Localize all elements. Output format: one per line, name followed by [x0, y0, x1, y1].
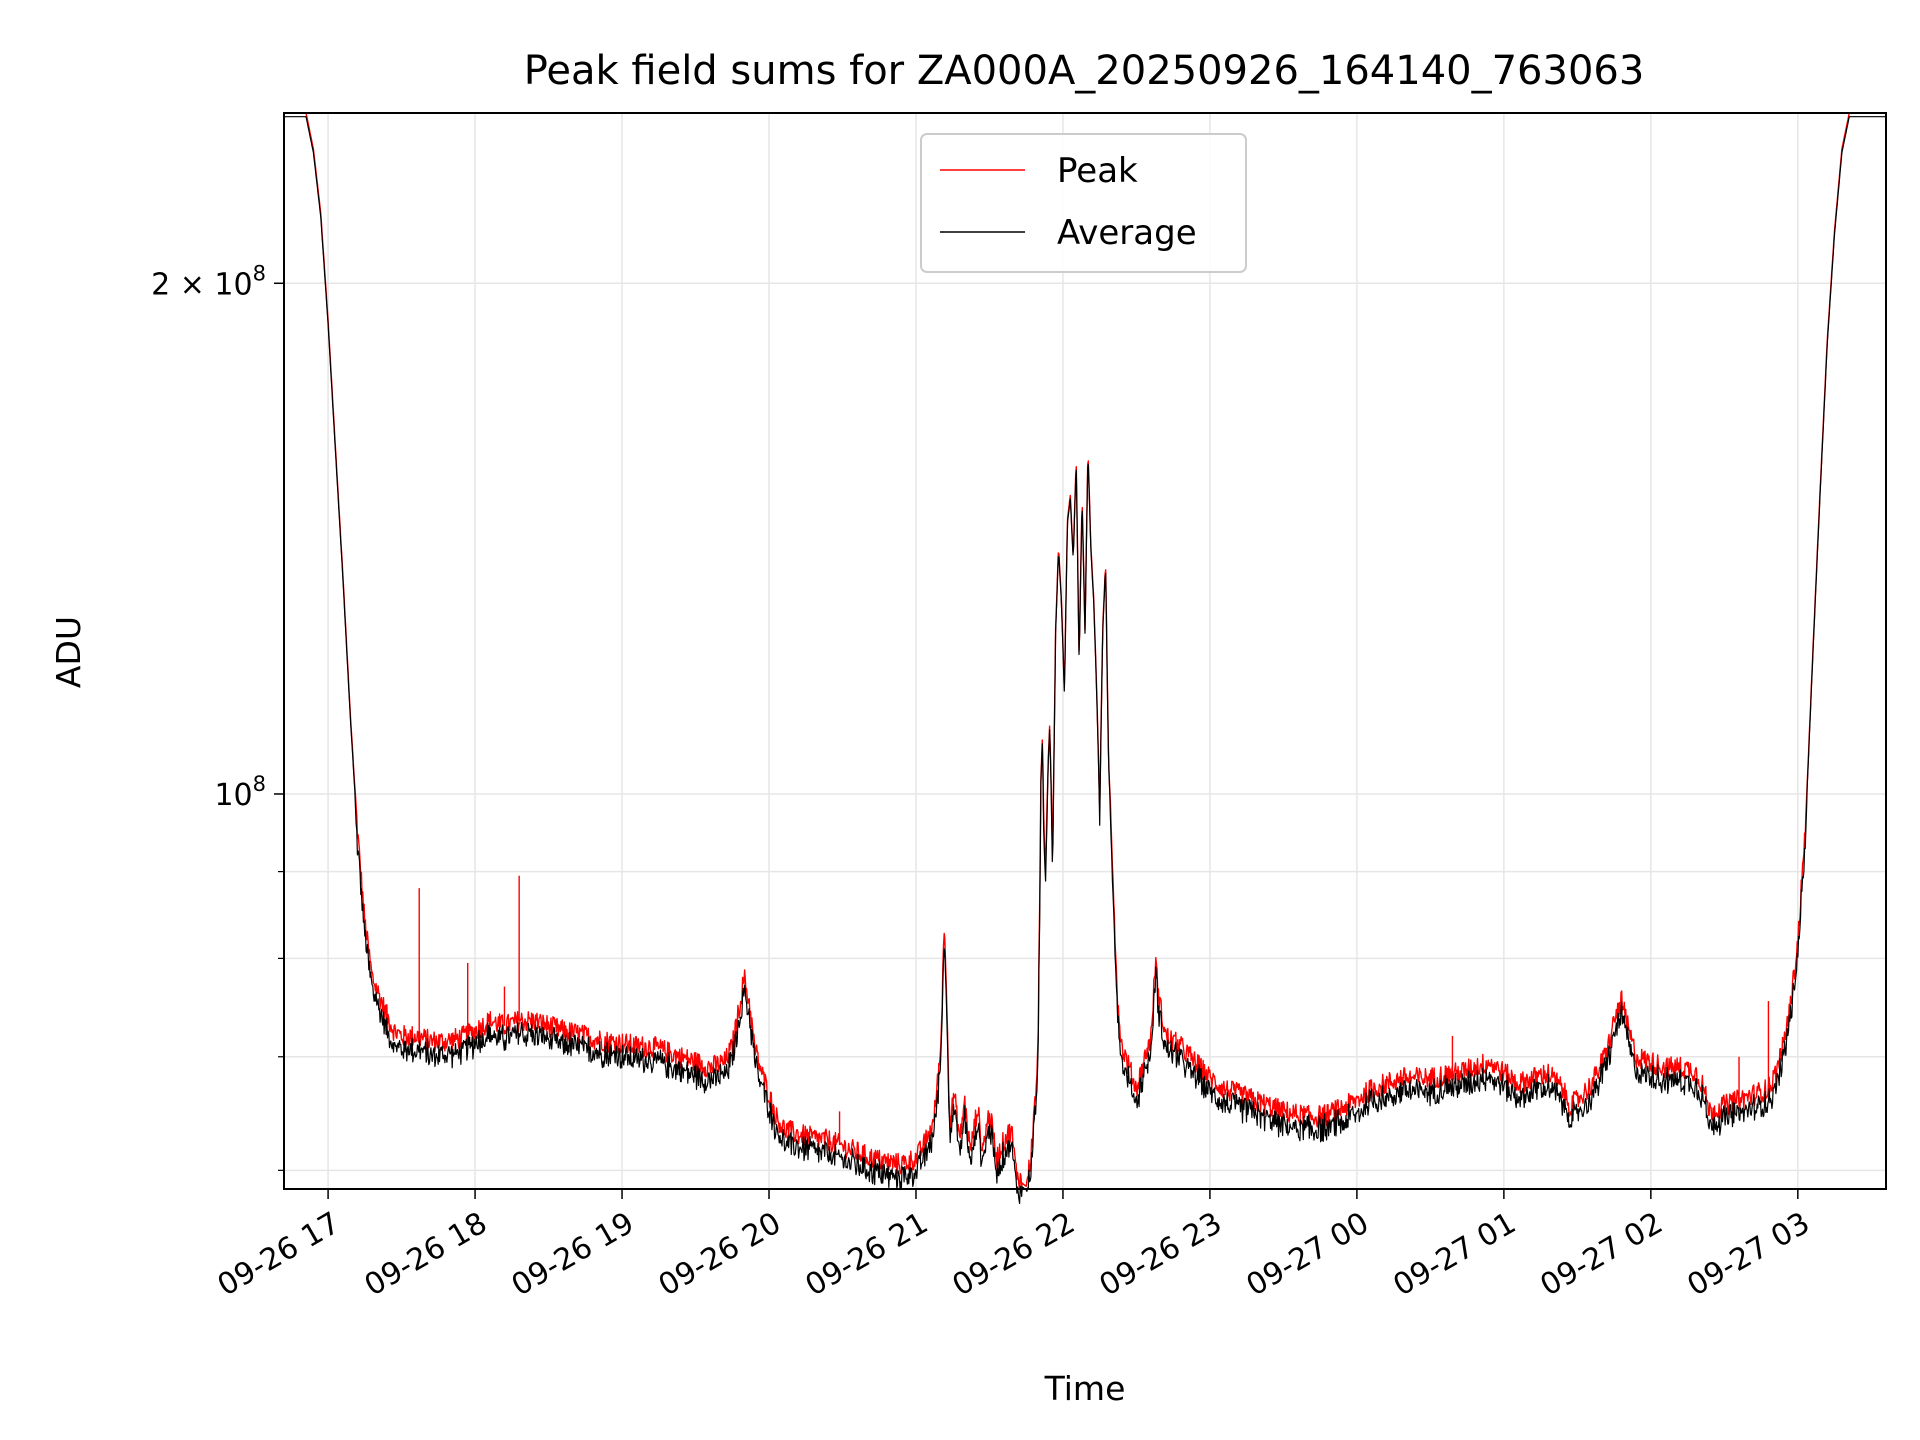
legend: Peak Average	[920, 133, 1247, 273]
x-axis-label: Time	[1044, 1369, 1126, 1408]
chart-title: Peak field sums for ZA000A_20250926_1641…	[524, 48, 1645, 94]
plot-area	[283, 112, 1887, 1190]
legend-label-peak: Peak	[1057, 151, 1138, 191]
y-tick-label: 2 × 108	[151, 261, 266, 302]
grid	[284, 113, 1886, 1189]
y-axis: 108 2 × 108	[151, 261, 284, 1171]
legend-label-average: Average	[1057, 213, 1197, 253]
series-layer	[284, 112, 1886, 1204]
series-line-average	[284, 116, 1886, 1204]
legend-box	[920, 133, 1247, 273]
y-axis-label: ADU	[49, 616, 88, 688]
y-tick-label: 108	[214, 772, 266, 813]
